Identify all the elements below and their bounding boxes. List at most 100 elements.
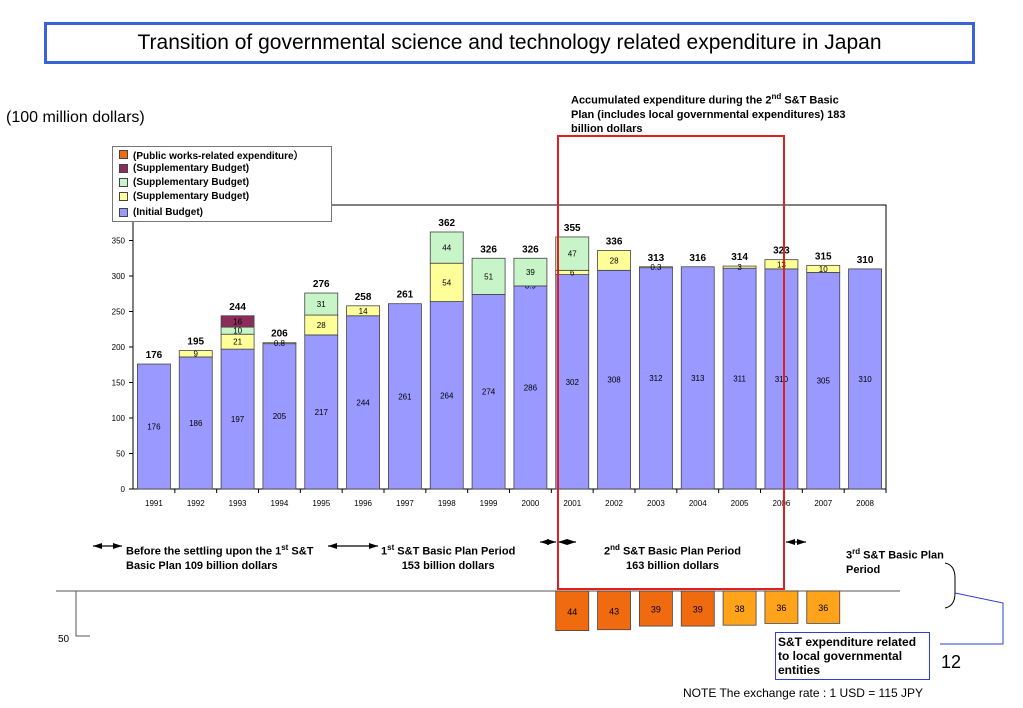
title-box: Transition of governmental science and t… <box>44 22 975 64</box>
x-tick-label: 1995 <box>312 499 330 508</box>
x-tick-label: 2001 <box>563 499 581 508</box>
arrow-second-end-head-left <box>786 539 795 545</box>
third-plan-bracket <box>944 562 956 609</box>
y-tick-label: 200 <box>112 343 126 352</box>
bar-supp-yellow-label: 10 <box>819 265 828 274</box>
period-before-post: S&T <box>288 545 314 558</box>
bar-supp-yellow <box>597 250 631 271</box>
bar-total-label: 176 <box>146 350 163 361</box>
bar-total-label: 314 <box>731 252 748 263</box>
arrow-first-end-head-right <box>547 539 556 545</box>
accum-line2: Plan (includes local governmental expend… <box>571 108 846 121</box>
legend: (Public works-related expenditure） (Supp… <box>112 146 332 222</box>
local-box-line3: entities <box>778 663 821 677</box>
arrow-first-end-head-left <box>540 539 549 545</box>
bar-initial-label: 261 <box>398 392 412 401</box>
period-before-pre: Before the settling upon the 1 <box>126 545 282 558</box>
bar-supp-green-label: 31 <box>317 300 326 309</box>
bar-supp-yellow <box>764 259 799 270</box>
arrow-before-left-head-left <box>93 543 102 549</box>
bar-supp-yellow-label: 0.8 <box>274 339 286 348</box>
bar-total-label: 310 <box>857 255 874 266</box>
bar-supp-yellow-label: 28 <box>317 321 326 330</box>
page-number: 12 <box>941 652 962 672</box>
x-tick-label: 2000 <box>522 499 540 508</box>
bar-initial-label: 313 <box>691 374 705 383</box>
bar-supp-maroon <box>220 315 255 328</box>
legend-label-initial: (Initial Budget) <box>133 206 203 218</box>
bar-initial-label: 310 <box>858 375 872 384</box>
local-bar-label: 39 <box>693 605 703 615</box>
bar-initial <box>471 294 506 490</box>
legend-item-public-works: (Public works-related expenditure） <box>119 147 304 162</box>
x-tick-label: 2005 <box>731 499 749 508</box>
bar-total-label: 206 <box>271 329 288 340</box>
period-first-post: S&T Basic Plan Period <box>394 545 516 558</box>
period-second-post: S&T Basic Plan Period <box>619 545 741 558</box>
legend-label-supp-yellow: (Supplementary Budget) <box>133 190 250 202</box>
bar-total-label: 336 <box>606 236 623 247</box>
bar-initial-label: 264 <box>440 391 454 400</box>
bar-total-label: 362 <box>438 218 455 229</box>
arrow-before-right-head-right <box>369 543 378 549</box>
x-tick-label: 1992 <box>187 499 205 508</box>
x-tick-label: 1991 <box>145 499 163 508</box>
period-before-sup: st <box>281 543 289 552</box>
bar-supp-yellow-label: 14 <box>359 307 368 316</box>
bar-initial-label: 197 <box>231 415 245 424</box>
bar-initial-label: 286 <box>524 383 538 392</box>
bar-initial-label: 176 <box>147 423 161 432</box>
bar-initial <box>639 267 673 490</box>
arrow-before-right-head-left <box>328 543 337 549</box>
bar-total-label: 195 <box>187 337 204 348</box>
arrow-second-end-head-right <box>797 539 806 545</box>
unit-label: (100 million dollars) <box>6 109 145 126</box>
arrow-second-start-head-right <box>567 539 576 545</box>
arrow-second-start-head-left <box>558 539 567 545</box>
y-tick-label: 150 <box>112 379 126 388</box>
period-third: 3rd S&T Basic Plan Period <box>846 545 944 577</box>
x-tick-label: 1994 <box>271 499 289 508</box>
bar-initial <box>722 267 757 490</box>
legend-item-supp-green: (Supplementary Budget) <box>119 175 249 189</box>
local-bar <box>555 590 590 631</box>
period-second-pre: 2 <box>604 545 611 558</box>
x-tick-label: 2002 <box>605 499 623 508</box>
bar-initial-label: 311 <box>733 375 746 384</box>
bar-initial <box>680 266 715 490</box>
legend-swatch-supp-yellow <box>119 191 128 201</box>
accum-line1-sup: nd <box>771 92 782 101</box>
bar-supp-yellow <box>429 262 464 302</box>
x-tick-label: 2003 <box>647 499 665 508</box>
local-bar <box>680 590 715 627</box>
bar-supp-green-label: 51 <box>484 272 493 281</box>
bar-supp-yellow-label: 9 <box>194 350 199 359</box>
bar-supp-yellow-label: 0.3 <box>650 263 662 272</box>
bar-initial <box>178 356 213 490</box>
bar-supp-green <box>513 257 548 287</box>
bar-supp-yellow <box>806 264 841 273</box>
period-first-sup: st <box>387 543 395 552</box>
bar-initial-label: 205 <box>273 412 287 421</box>
bar-supp-green <box>555 236 590 271</box>
y-tick-label: 100 <box>112 414 126 423</box>
chart-title: Transition of governmental science and t… <box>137 31 882 54</box>
bar-supp-yellow-label: 6 <box>570 268 575 277</box>
second-plan-highlight-box <box>557 135 785 590</box>
bar-initial <box>555 274 590 490</box>
bar-initial <box>262 343 297 490</box>
bar-initial <box>137 363 171 490</box>
bar-initial-label: 310 <box>775 375 789 384</box>
bar-initial <box>764 268 799 490</box>
bar-total-label: 323 <box>773 246 790 257</box>
bar-supp-yellow-label: 21 <box>233 338 242 347</box>
local-bar-label: 44 <box>567 607 577 617</box>
period-first-line2: 153 billion dollars <box>401 559 495 572</box>
exchange-rate-note: NOTE The exchange rate : 1 USD = 115 JPY <box>683 686 924 700</box>
local-box-line1: S&T expenditure related <box>778 635 917 649</box>
bar-initial-label: 312 <box>649 374 663 383</box>
local-bar <box>597 590 631 631</box>
local-bar-label: 43 <box>609 606 619 616</box>
period-third-line2: Period <box>846 563 881 576</box>
y-tick-label: 0 <box>121 485 126 494</box>
